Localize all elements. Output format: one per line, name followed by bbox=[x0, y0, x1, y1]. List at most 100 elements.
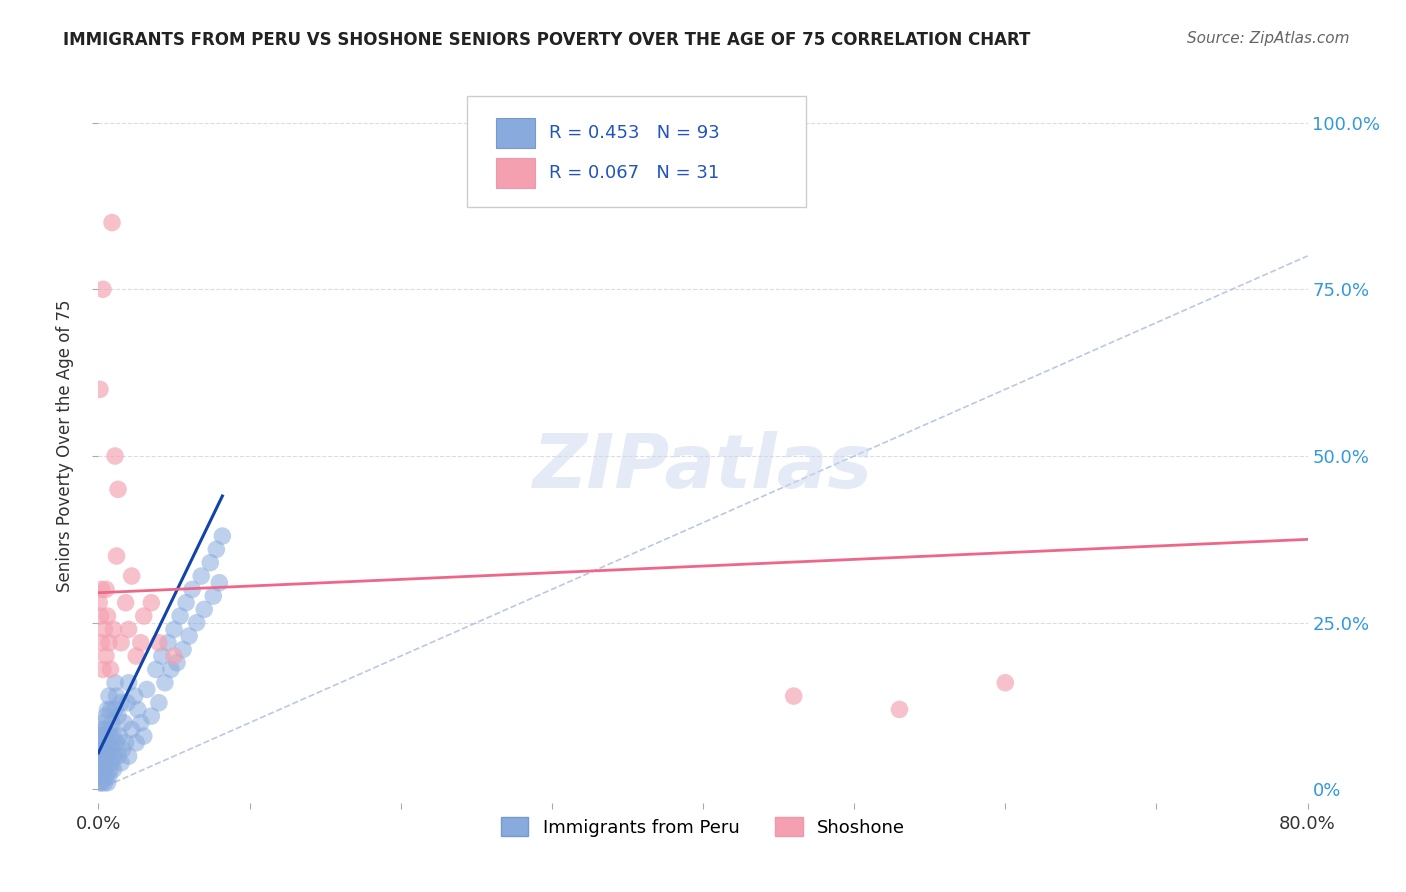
Point bbox=[91, 715, 114, 730]
Point bbox=[104, 675, 127, 690]
Point bbox=[114, 596, 136, 610]
Point bbox=[93, 776, 115, 790]
Point bbox=[100, 702, 122, 716]
Point bbox=[89, 596, 111, 610]
Point bbox=[94, 649, 117, 664]
Point bbox=[96, 756, 118, 770]
Point bbox=[96, 609, 118, 624]
Point bbox=[129, 636, 152, 650]
Point bbox=[132, 609, 155, 624]
Point bbox=[889, 702, 911, 716]
Point bbox=[181, 582, 204, 597]
Point bbox=[193, 602, 215, 616]
Point bbox=[101, 715, 124, 730]
Point bbox=[163, 649, 186, 664]
Point bbox=[110, 696, 132, 710]
Point bbox=[994, 675, 1017, 690]
Point bbox=[127, 702, 149, 716]
Point bbox=[166, 656, 188, 670]
Point bbox=[89, 769, 111, 783]
Point bbox=[202, 589, 225, 603]
Point bbox=[91, 769, 114, 783]
Point bbox=[94, 763, 117, 777]
Point bbox=[90, 729, 112, 743]
Point bbox=[107, 709, 129, 723]
Point bbox=[110, 756, 132, 770]
Point bbox=[135, 682, 157, 697]
Point bbox=[156, 636, 179, 650]
Text: R = 0.067   N = 31: R = 0.067 N = 31 bbox=[550, 164, 720, 182]
Text: R = 0.453   N = 93: R = 0.453 N = 93 bbox=[550, 125, 720, 143]
Point bbox=[169, 609, 191, 624]
Point bbox=[90, 736, 112, 750]
Point bbox=[103, 623, 125, 637]
Text: IMMIGRANTS FROM PERU VS SHOSHONE SENIORS POVERTY OVER THE AGE OF 75 CORRELATION : IMMIGRANTS FROM PERU VS SHOSHONE SENIORS… bbox=[63, 31, 1031, 49]
Point bbox=[90, 609, 112, 624]
Point bbox=[97, 749, 120, 764]
Point bbox=[96, 776, 118, 790]
Point bbox=[108, 729, 131, 743]
Point bbox=[103, 729, 125, 743]
Point bbox=[141, 709, 163, 723]
Point bbox=[91, 662, 114, 676]
Point bbox=[104, 449, 127, 463]
Point bbox=[90, 756, 112, 770]
Point bbox=[153, 675, 176, 690]
Legend: Immigrants from Peru, Shoshone: Immigrants from Peru, Shoshone bbox=[494, 810, 912, 844]
Point bbox=[89, 382, 111, 396]
Point bbox=[174, 596, 197, 610]
Point bbox=[211, 529, 233, 543]
Point bbox=[179, 629, 201, 643]
Point bbox=[90, 756, 112, 770]
Point bbox=[93, 749, 115, 764]
Point bbox=[121, 723, 143, 737]
Text: ZIPatlas: ZIPatlas bbox=[533, 431, 873, 504]
Point bbox=[107, 749, 129, 764]
Point bbox=[93, 736, 115, 750]
Point bbox=[93, 623, 115, 637]
Point bbox=[91, 282, 114, 296]
Point bbox=[190, 569, 212, 583]
Point bbox=[160, 662, 183, 676]
Point bbox=[91, 729, 114, 743]
Point bbox=[90, 776, 112, 790]
Point bbox=[105, 549, 128, 563]
Point bbox=[112, 715, 135, 730]
Point bbox=[107, 483, 129, 497]
Point bbox=[115, 696, 138, 710]
Point bbox=[124, 689, 146, 703]
Point bbox=[125, 736, 148, 750]
Point bbox=[186, 615, 208, 630]
FancyBboxPatch shape bbox=[496, 159, 534, 188]
Point bbox=[118, 675, 141, 690]
Point bbox=[90, 769, 112, 783]
Point bbox=[90, 742, 112, 756]
Point bbox=[90, 723, 112, 737]
Point bbox=[145, 662, 167, 676]
Point bbox=[89, 756, 111, 770]
FancyBboxPatch shape bbox=[496, 119, 534, 148]
Point bbox=[90, 636, 112, 650]
Point bbox=[98, 769, 121, 783]
Point bbox=[91, 756, 114, 770]
Point bbox=[103, 749, 125, 764]
Y-axis label: Seniors Poverty Over the Age of 75: Seniors Poverty Over the Age of 75 bbox=[56, 300, 75, 592]
FancyBboxPatch shape bbox=[467, 96, 806, 207]
Point bbox=[90, 742, 112, 756]
Point bbox=[141, 596, 163, 610]
Point bbox=[98, 636, 121, 650]
Point bbox=[103, 763, 125, 777]
Point bbox=[90, 763, 112, 777]
Point bbox=[200, 556, 222, 570]
Point bbox=[89, 776, 111, 790]
Point bbox=[100, 763, 122, 777]
Point bbox=[148, 636, 170, 650]
Point bbox=[96, 702, 118, 716]
Point bbox=[89, 749, 111, 764]
Point bbox=[150, 649, 173, 664]
Point bbox=[100, 729, 122, 743]
Point bbox=[111, 742, 134, 756]
Point bbox=[93, 723, 115, 737]
Point bbox=[208, 575, 231, 590]
Point bbox=[114, 736, 136, 750]
